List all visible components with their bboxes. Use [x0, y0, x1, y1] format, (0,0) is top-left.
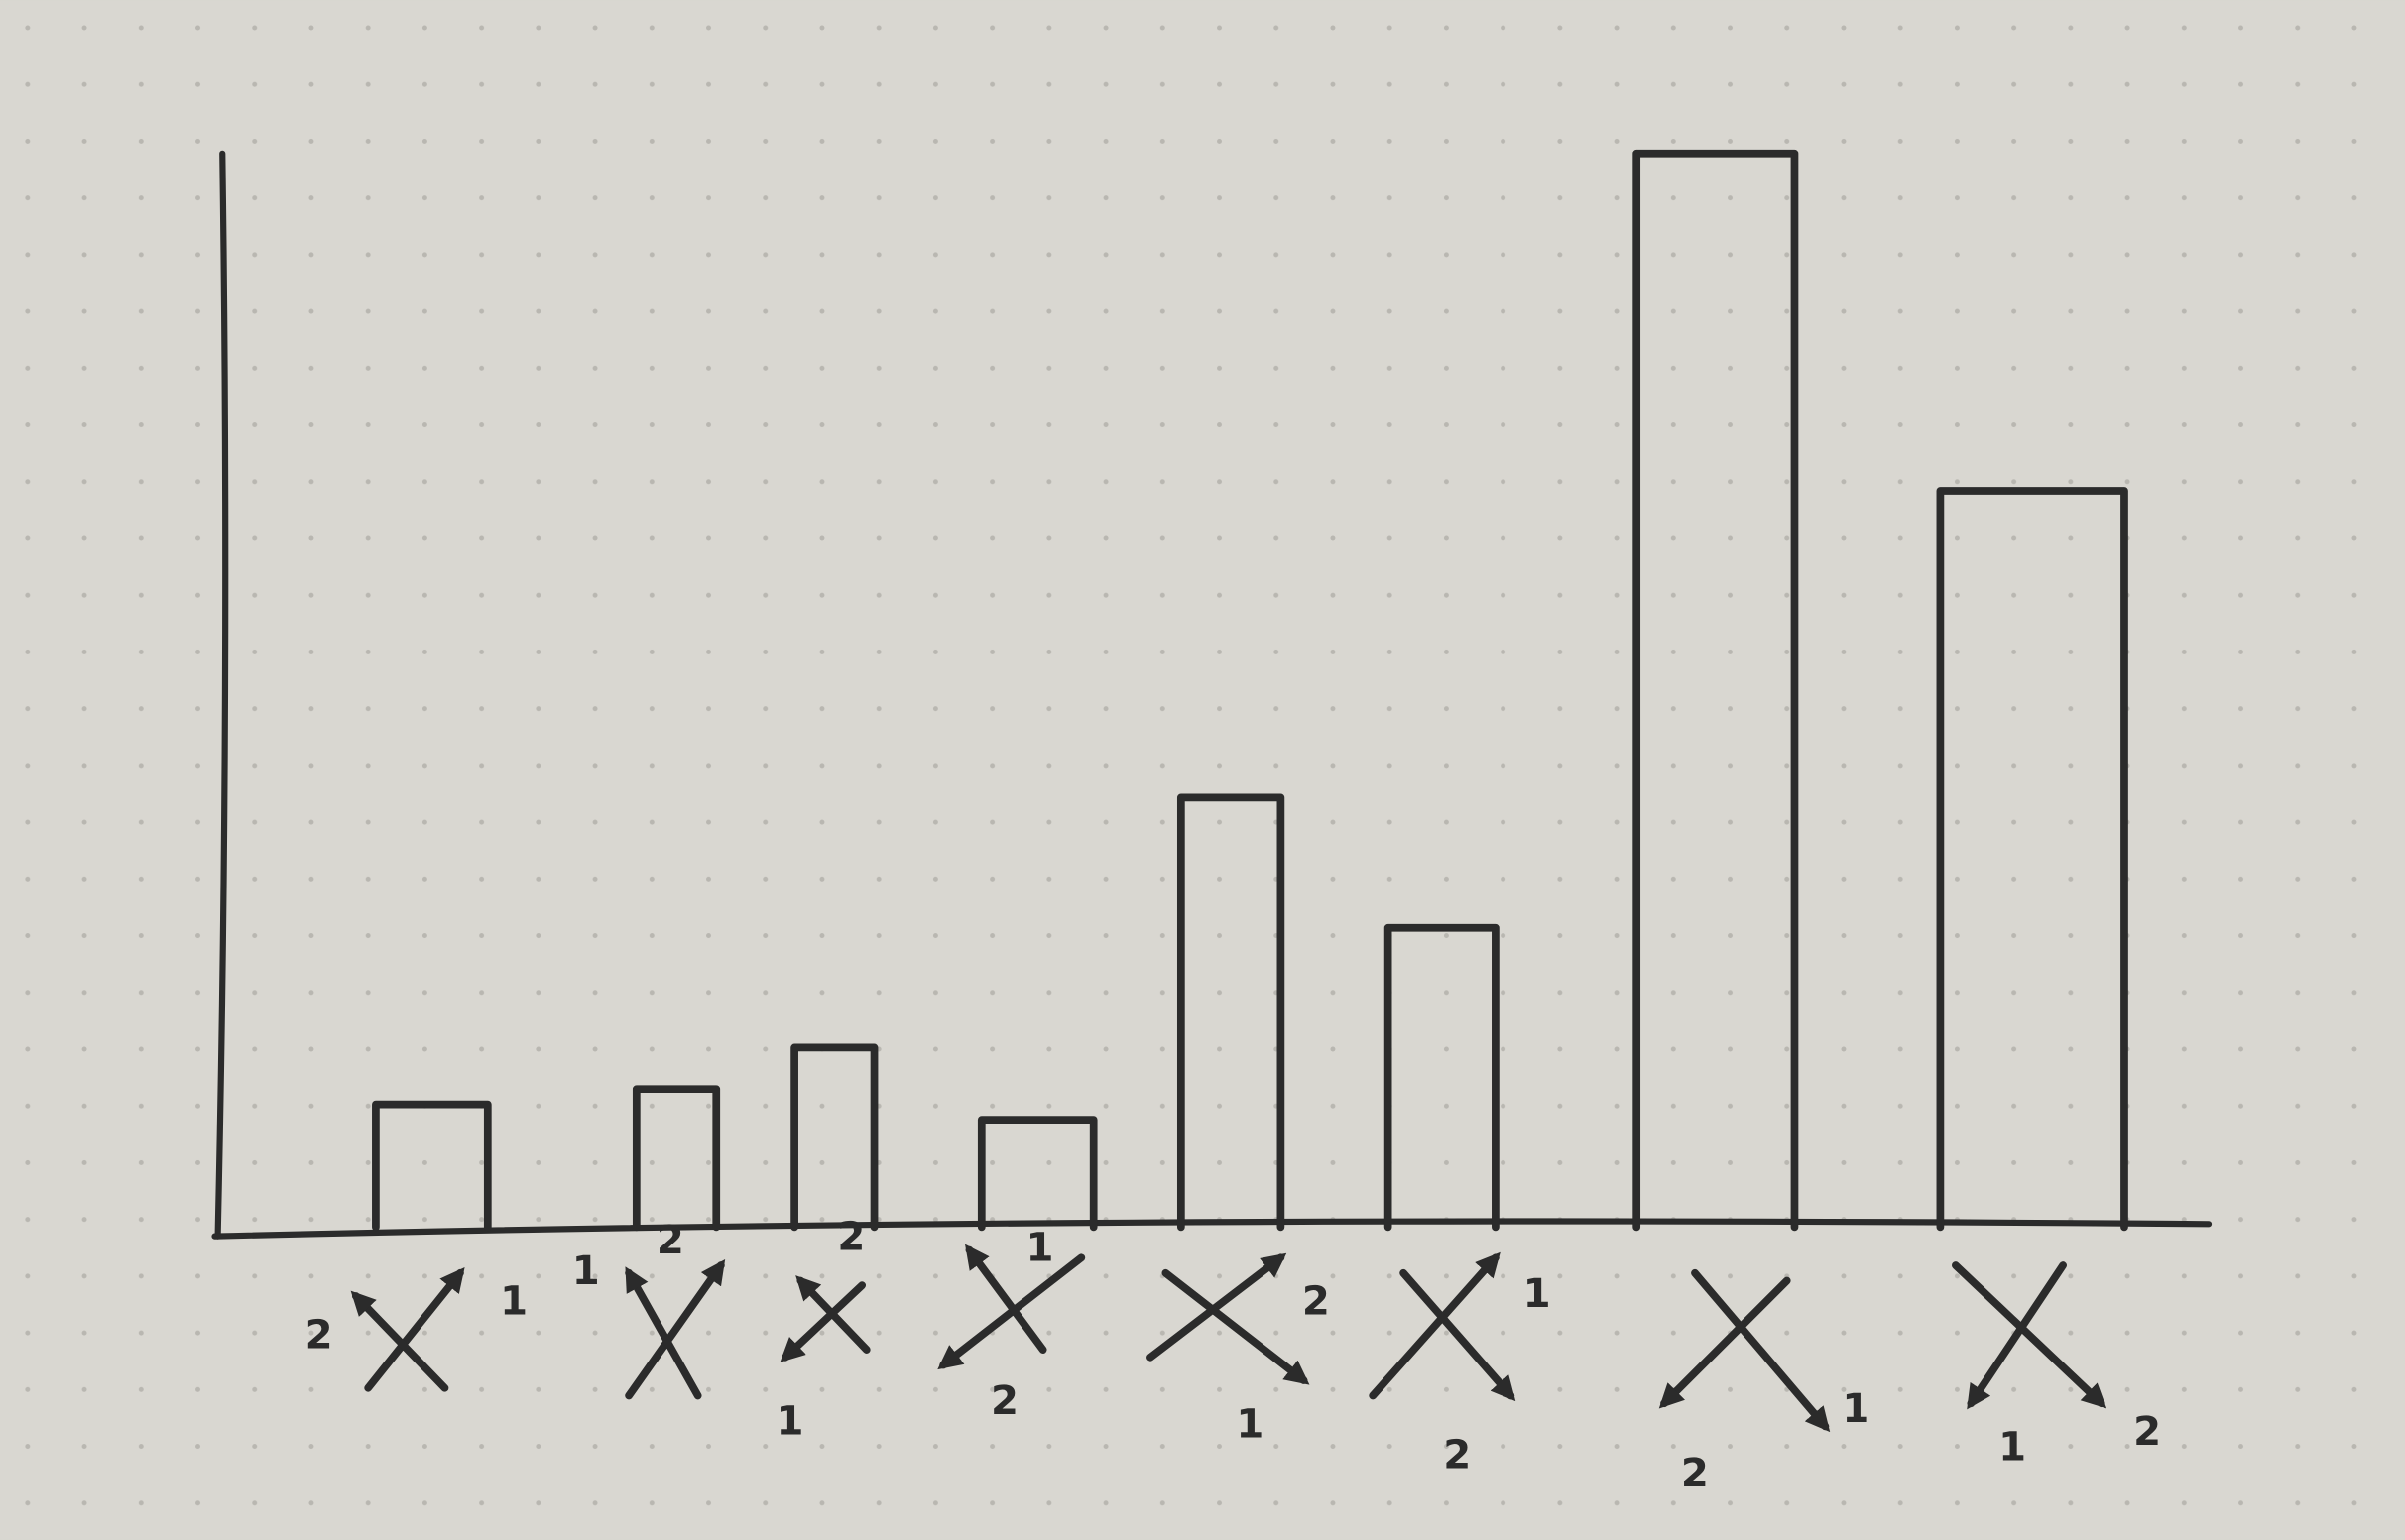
category-arrow — [1369, 1251, 1501, 1400]
arrow-label: 2 — [1443, 1432, 1471, 1478]
category-arrow — [1691, 1268, 1831, 1433]
arrow-label: 2 — [305, 1313, 333, 1359]
bar — [977, 1116, 1098, 1232]
category-arrow — [795, 1275, 871, 1354]
category-arrow — [625, 1266, 702, 1400]
arrow-label: 2 — [1681, 1451, 1709, 1496]
category-arrow — [350, 1290, 449, 1392]
arrow-label: 1 — [1236, 1401, 1263, 1447]
arrow-label: 1 — [1026, 1226, 1054, 1271]
arrow-label: 2 — [1302, 1279, 1330, 1325]
bar — [632, 1085, 721, 1232]
category-arrow — [1658, 1276, 1791, 1409]
arrow-label: 2 — [2133, 1409, 2161, 1455]
arrow-label: 1 — [1523, 1271, 1551, 1317]
arrow-label: 1 — [1998, 1425, 2026, 1471]
category-arrow — [965, 1244, 1047, 1354]
bar — [1383, 923, 1500, 1232]
arrow-label: 2 — [991, 1378, 1019, 1424]
arrow-label: 1 — [500, 1279, 528, 1325]
bar — [790, 1043, 879, 1232]
category-arrow — [1161, 1268, 1310, 1385]
arrow-label: 1 — [776, 1398, 803, 1444]
arrow-label: 2 — [837, 1215, 865, 1260]
category-arrow — [1399, 1268, 1516, 1402]
category-arrow — [364, 1266, 465, 1392]
bar — [1632, 149, 1799, 1232]
y-axis — [214, 150, 229, 1240]
bar — [372, 1100, 492, 1232]
x-axis — [211, 1218, 2213, 1240]
category-arrow — [1967, 1261, 2067, 1410]
category-arrow — [780, 1281, 867, 1362]
arrow-label: 1 — [572, 1248, 600, 1294]
category-arrow — [625, 1258, 726, 1400]
arrow-label: 1 — [1842, 1386, 1869, 1432]
category-arrow — [1951, 1261, 2107, 1409]
bar — [1176, 793, 1285, 1232]
arrow-label: 2 — [657, 1218, 684, 1263]
bar — [1936, 487, 2128, 1232]
